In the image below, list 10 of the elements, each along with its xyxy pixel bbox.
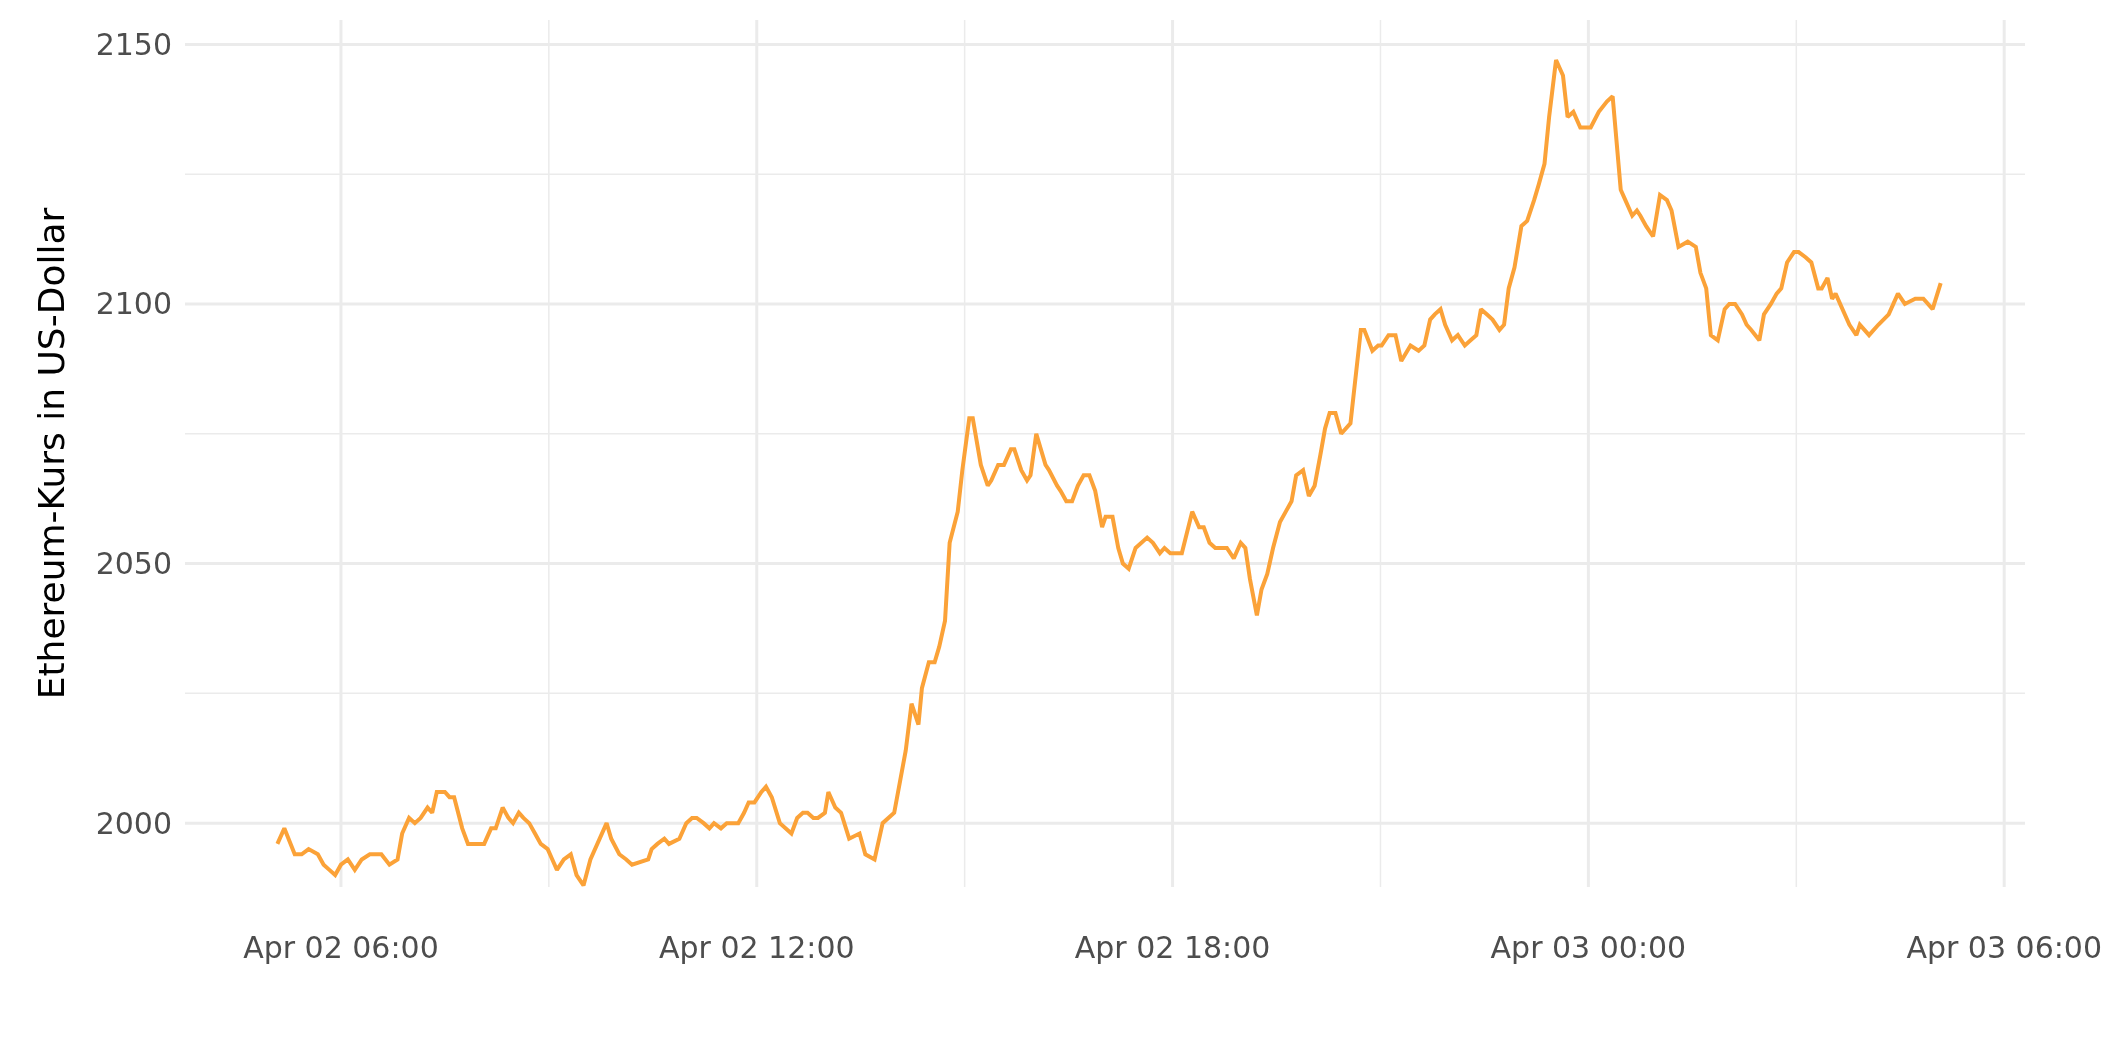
- x-tick-label: Apr 02 18:00: [1074, 930, 1271, 965]
- x-tick-label: Apr 02 06:00: [243, 930, 439, 965]
- x-tick-label: Apr 03 00:00: [1490, 930, 1687, 965]
- y-tick-label: 2100: [95, 286, 172, 322]
- y-tick-label: 2150: [95, 26, 172, 62]
- y-axis-title: Ethereum-Kurs in US-Dollar: [30, 207, 72, 700]
- y-tick-label: 2050: [95, 546, 172, 582]
- y-tick-label: 2000: [95, 805, 172, 841]
- x-tick-label: Apr 02 12:00: [658, 930, 855, 965]
- x-tick-label: Apr 03 06:00: [1906, 930, 2103, 965]
